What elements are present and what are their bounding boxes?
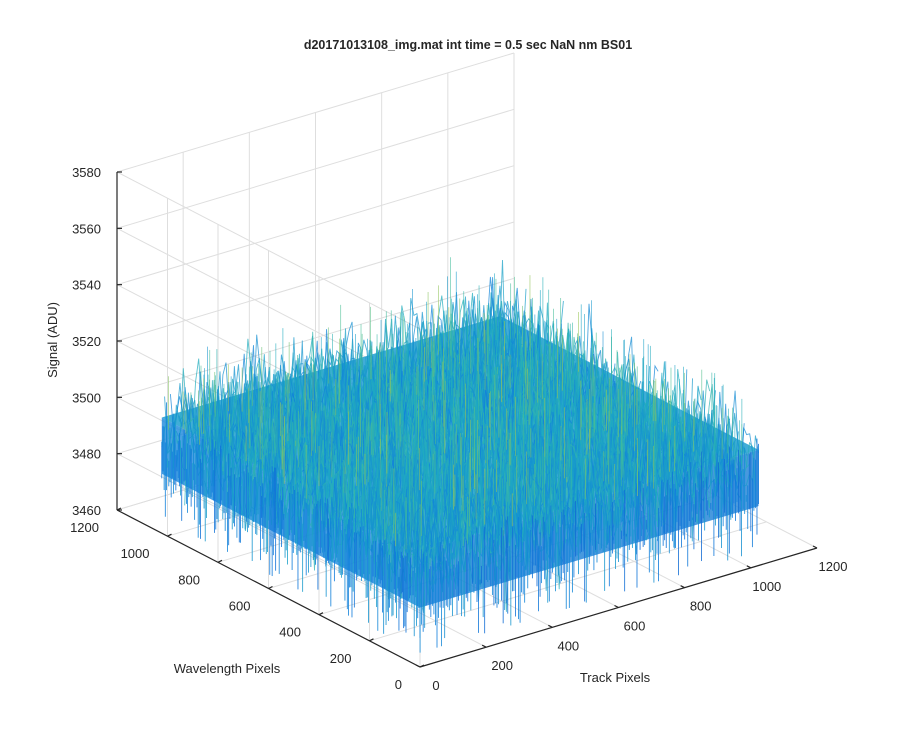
y-tick-label: 0 — [395, 677, 402, 692]
tick-labels: 0 200 400 600 800 1000 1200 0 200 400 600 800 1000 12… — [70, 165, 847, 693]
x-tick-mark — [415, 664, 421, 668]
x-tick-mark — [548, 624, 553, 628]
y-tick-mark — [268, 585, 273, 590]
x-tick-label: 0 — [432, 678, 439, 693]
z-axis-label: Signal (ADU) — [45, 302, 60, 378]
x-tick-label: 600 — [624, 619, 646, 634]
z-tick-label: 3540 — [72, 278, 101, 293]
y-tick-mark — [318, 612, 324, 616]
z-tick-label: 3560 — [72, 221, 101, 236]
gridline-z-back — [116, 221, 515, 342]
x-axis-label: Track Pixels — [580, 670, 651, 685]
gridline-z-back — [116, 108, 515, 229]
gridline-z-left — [116, 453, 421, 612]
x-tick-mark — [746, 565, 752, 569]
y-tick-label: 200 — [330, 651, 352, 666]
surface-row — [416, 437, 757, 614]
z-tick-label: 3580 — [72, 165, 101, 180]
y-tick-mark — [369, 638, 374, 642]
x-tick-label: 800 — [690, 599, 712, 614]
y-tick-label: 600 — [229, 599, 251, 614]
y-tick-mark — [419, 664, 425, 668]
y-tick-mark — [217, 559, 223, 563]
axes — [116, 171, 818, 668]
y-tick-mark — [167, 533, 172, 537]
z-tick-label: 3500 — [72, 390, 101, 405]
gridline-z-back — [116, 52, 515, 173]
gridline-z-back — [116, 165, 515, 286]
chart-title: d20171013108_img.mat int time = 0.5 sec … — [304, 38, 632, 52]
x-tick-mark — [614, 604, 619, 609]
surface-row — [198, 308, 538, 475]
x-tick-label: 400 — [557, 638, 579, 653]
z-tick-label: 3460 — [72, 503, 101, 518]
z-tick-label: 3480 — [72, 447, 101, 462]
gridline-z-left — [116, 171, 421, 330]
z-tick-label: 3520 — [72, 334, 101, 349]
x-tick-label: 1200 — [819, 559, 848, 574]
x-tick-label: 200 — [491, 658, 513, 673]
y-tick-label: 400 — [279, 625, 301, 640]
y-tick-label: 1200 — [70, 520, 99, 535]
y-tick-label: 1000 — [121, 546, 150, 561]
y-axis-label: Wavelength Pixels — [174, 661, 281, 676]
x-tick-mark — [481, 644, 487, 648]
x-tick-label: 1000 — [752, 579, 781, 594]
surface-mesh — [161, 257, 759, 653]
y-tick-label: 800 — [178, 572, 200, 587]
x-tick-mark — [680, 585, 685, 589]
x-tick-mark — [812, 545, 818, 549]
